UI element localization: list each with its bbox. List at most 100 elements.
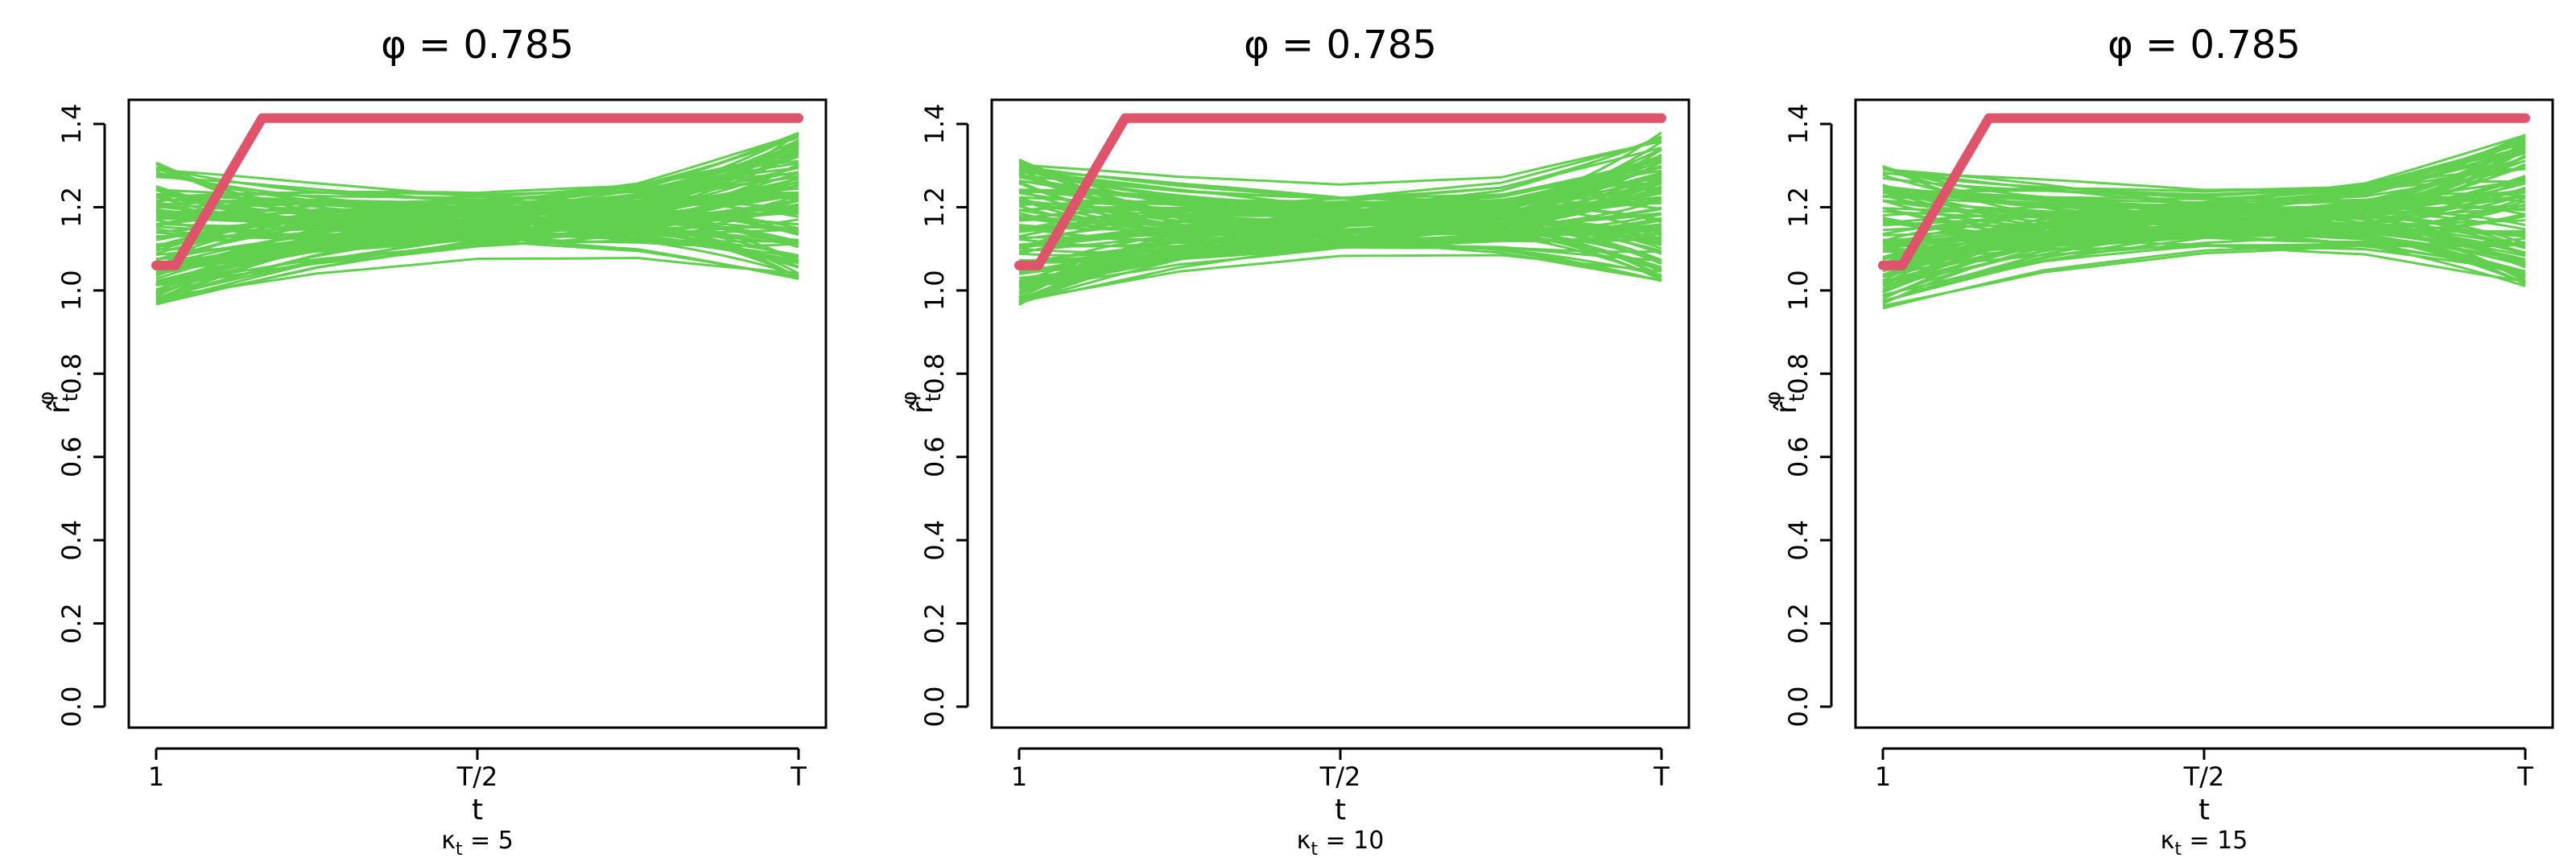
simulated-series-line xyxy=(155,191,799,248)
simulated-series-line xyxy=(155,171,799,212)
x-tick-label: T/2 xyxy=(456,761,498,792)
x-tick-label: 1 xyxy=(148,761,164,792)
y-axis-label-subscript: t xyxy=(59,394,83,402)
x-sub-label-subscript: t xyxy=(456,839,463,858)
plot-frame xyxy=(990,98,1690,729)
y-tick-label: 0.8 xyxy=(56,353,87,394)
x-sub-label-symbol: κ xyxy=(1297,827,1311,855)
x-sub-label: κt = 10 xyxy=(1297,827,1385,858)
true-series-line xyxy=(1014,113,1666,270)
simulated-series-line xyxy=(1882,172,2526,192)
simulated-series-line xyxy=(1882,149,2526,214)
y-tick-label: 0.8 xyxy=(919,353,950,394)
y-axis-label-superscript: φ xyxy=(898,391,922,405)
simulated-series-group xyxy=(1882,134,2526,310)
y-tick-label: 1.2 xyxy=(1783,187,1814,228)
x-tick-label: T/2 xyxy=(2183,761,2225,792)
y-tick-label: 0.2 xyxy=(1783,603,1814,644)
y-axis-label: r̂tφ xyxy=(35,391,83,414)
simulated-series-line xyxy=(1018,140,1662,186)
x-sub-label-symbol: κ xyxy=(2161,827,2175,855)
y-tick-label: 0.2 xyxy=(919,603,950,644)
simulated-series-line xyxy=(1018,175,1662,279)
y-tick-label: 1.4 xyxy=(1783,104,1814,145)
x-tick-label: T xyxy=(1653,761,1670,792)
simulated-series-line xyxy=(1882,244,2526,273)
simulated-series-line xyxy=(1018,140,1662,228)
y-axis-label-symbol: r̂ xyxy=(906,402,939,414)
y-axis-label-superscript: φ xyxy=(35,391,59,405)
y-tick-label: 1.4 xyxy=(919,104,950,145)
simulated-series-line xyxy=(1882,212,2526,239)
simulated-series-line xyxy=(1882,134,2526,294)
simulated-series-line xyxy=(1882,220,2526,291)
simulated-series-line xyxy=(1018,177,1662,295)
simulated-series-line xyxy=(155,239,799,287)
y-tick-label: 1.4 xyxy=(56,104,87,145)
y-tick-label: 0.4 xyxy=(919,520,950,561)
simulated-series-line xyxy=(155,208,799,272)
x-sub-label-value: = 10 xyxy=(1318,827,1384,855)
y-axis-label: r̂tφ xyxy=(1761,391,1810,414)
y-tick-label: 0.6 xyxy=(919,436,950,477)
x-sub-label: κt = 5 xyxy=(441,827,514,858)
x-sub-label-value: = 5 xyxy=(463,827,514,855)
y-axis-label-subscript: t xyxy=(922,394,946,402)
y-tick-label: 1.2 xyxy=(919,187,950,228)
y-tick-label: 0.0 xyxy=(56,687,87,728)
y-tick-label: 0.2 xyxy=(56,603,87,644)
true-series-line xyxy=(151,113,803,270)
x-tick-label: T/2 xyxy=(1319,761,1361,792)
simulated-series-line xyxy=(155,175,799,230)
simulated-series-line xyxy=(1882,241,2526,310)
y-tick-label: 0.0 xyxy=(1783,687,1814,728)
simulated-series-line xyxy=(1882,184,2526,234)
plot-frame xyxy=(1854,98,2554,729)
x-sub-label-value: = 15 xyxy=(2182,827,2248,855)
simulated-series-line xyxy=(1882,167,2526,198)
simulated-series-line xyxy=(1018,245,1662,287)
chart-title: φ = 0.785 xyxy=(1244,23,1437,68)
y-axis-label-symbol: r̂ xyxy=(1770,402,1803,414)
y-tick-label: 0.4 xyxy=(1783,520,1814,561)
simulated-series-line xyxy=(1882,155,2526,296)
x-axis-label: t xyxy=(1335,794,1346,827)
simulated-series-line xyxy=(1018,212,1662,285)
x-sub-label: κt = 15 xyxy=(2161,827,2248,858)
chart-title: φ = 0.785 xyxy=(381,23,574,68)
y-tick-label: 1.0 xyxy=(56,270,87,311)
simulated-series-line xyxy=(155,202,799,237)
x-tick-label: 1 xyxy=(1011,761,1027,792)
simulated-series-line xyxy=(1882,137,2526,198)
x-sub-label-symbol: κ xyxy=(441,827,456,855)
simulated-series-line xyxy=(1018,188,1662,255)
y-tick-label: 0.4 xyxy=(56,520,87,561)
x-sub-label-subscript: t xyxy=(2174,839,2182,858)
y-tick-label: 1.2 xyxy=(56,187,87,228)
y-axis-label-symbol: r̂ xyxy=(43,402,76,414)
y-axis-label-superscript: φ xyxy=(1761,391,1785,405)
simulated-series-line xyxy=(155,256,799,299)
simulated-series-line xyxy=(155,177,799,299)
simulated-series-group xyxy=(155,131,799,306)
simulated-series-line xyxy=(155,141,799,225)
simulated-series-group xyxy=(1018,131,1662,307)
simulated-series-line xyxy=(1018,216,1662,272)
simulated-series-line xyxy=(1018,131,1662,233)
chart-title: φ = 0.785 xyxy=(2107,23,2301,68)
y-tick-label: 0.6 xyxy=(1783,436,1814,477)
y-tick-label: 1.0 xyxy=(919,270,950,311)
y-tick-label: 1.0 xyxy=(1783,270,1814,311)
x-axis-label: t xyxy=(472,794,483,827)
y-axis-label-subscript: t xyxy=(1785,394,1810,402)
simulated-series-line xyxy=(1882,207,2526,277)
x-axis-label: t xyxy=(2198,794,2210,827)
simulated-series-line xyxy=(1018,229,1662,283)
true-series-line xyxy=(1878,113,2530,270)
x-tick-label: 1 xyxy=(1875,761,1891,792)
y-tick-label: 0.6 xyxy=(56,436,87,477)
